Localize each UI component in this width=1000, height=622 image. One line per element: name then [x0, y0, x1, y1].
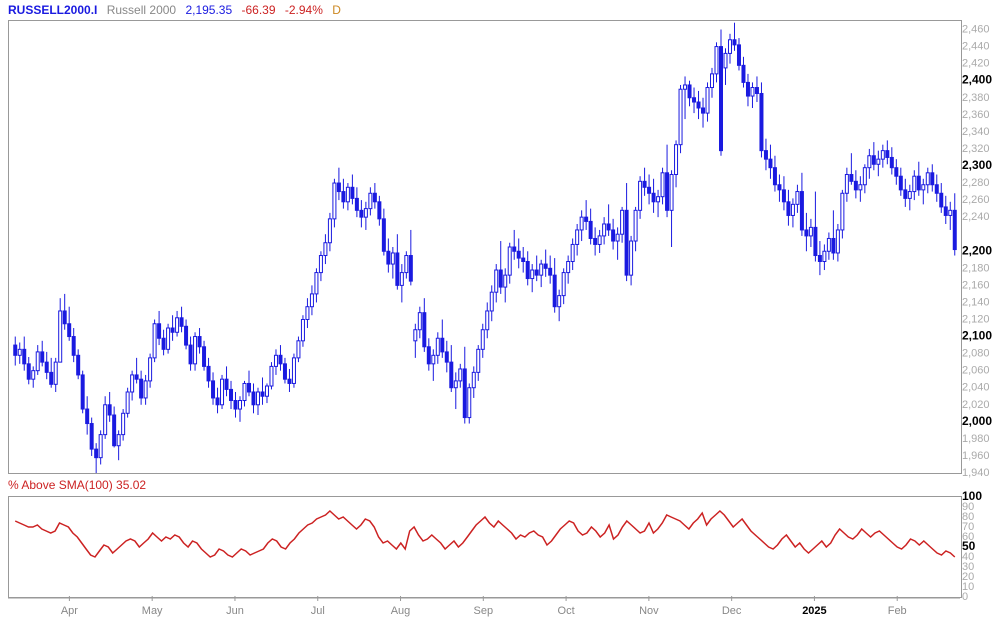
- svg-text:2,160: 2,160: [962, 279, 990, 291]
- indicator-label: % Above SMA(100) 35.02: [8, 478, 146, 492]
- svg-text:2,380: 2,380: [962, 92, 990, 104]
- indicator-y-axis: 0102030406070809050100: [960, 496, 1000, 596]
- price-candlestick-chart[interactable]: [9, 21, 961, 473]
- svg-text:May: May: [142, 605, 163, 617]
- indicator-panel-border: [8, 496, 962, 598]
- svg-text:Jun: Jun: [226, 605, 244, 617]
- svg-text:Feb: Feb: [888, 605, 907, 617]
- svg-text:2,080: 2,080: [962, 348, 990, 360]
- svg-text:Sep: Sep: [474, 605, 494, 617]
- price-y-axis: 1,9401,9601,9802,0202,0402,0602,0802,120…: [960, 20, 1000, 472]
- svg-text:2,180: 2,180: [962, 262, 990, 274]
- svg-text:2,060: 2,060: [962, 365, 990, 377]
- svg-text:100: 100: [962, 489, 982, 503]
- svg-text:Jul: Jul: [311, 605, 325, 617]
- svg-text:2,240: 2,240: [962, 211, 990, 223]
- svg-text:2,100: 2,100: [962, 329, 992, 343]
- price-panel-border: [8, 20, 962, 474]
- svg-text:2,020: 2,020: [962, 399, 990, 411]
- svg-text:1,980: 1,980: [962, 433, 990, 445]
- svg-text:Dec: Dec: [722, 605, 742, 617]
- svg-text:1,940: 1,940: [962, 467, 990, 479]
- svg-text:2,120: 2,120: [962, 313, 990, 325]
- svg-text:Aug: Aug: [391, 605, 411, 617]
- svg-text:Apr: Apr: [61, 605, 78, 617]
- svg-text:2,000: 2,000: [962, 414, 992, 428]
- svg-text:2,420: 2,420: [962, 58, 990, 70]
- svg-text:2,360: 2,360: [962, 109, 990, 121]
- symbol: RUSSELL2000.I: [8, 3, 97, 17]
- change: -66.39: [242, 3, 276, 17]
- svg-text:2025: 2025: [802, 605, 826, 617]
- svg-text:2,200: 2,200: [962, 243, 992, 257]
- svg-text:1,960: 1,960: [962, 450, 990, 462]
- svg-text:Nov: Nov: [639, 605, 659, 617]
- svg-text:2,340: 2,340: [962, 126, 990, 138]
- change-pct: -2.94%: [285, 3, 323, 17]
- interval: D: [332, 3, 341, 17]
- svg-text:2,140: 2,140: [962, 296, 990, 308]
- chart-header: RUSSELL2000.I Russell 2000 2,195.35 -66.…: [8, 3, 347, 17]
- last-price: 2,195.35: [185, 3, 232, 17]
- svg-text:2,300: 2,300: [962, 158, 992, 172]
- svg-text:50: 50: [962, 539, 976, 553]
- time-x-axis: Apr May Jun Jul Aug Sep Oct Nov Dec 2025 Feb: [8, 598, 960, 622]
- svg-text:2,440: 2,440: [962, 41, 990, 53]
- svg-text:2,260: 2,260: [962, 194, 990, 206]
- chart-container: RUSSELL2000.I Russell 2000 2,195.35 -66.…: [0, 0, 1000, 622]
- symbol-name: Russell 2000: [107, 3, 176, 17]
- indicator-line-chart[interactable]: [9, 497, 961, 597]
- svg-text:2,460: 2,460: [962, 24, 990, 36]
- svg-text:2,280: 2,280: [962, 177, 990, 189]
- svg-text:2,400: 2,400: [962, 73, 992, 87]
- svg-text:2,320: 2,320: [962, 143, 990, 155]
- svg-text:Oct: Oct: [558, 605, 575, 617]
- svg-text:2,040: 2,040: [962, 382, 990, 394]
